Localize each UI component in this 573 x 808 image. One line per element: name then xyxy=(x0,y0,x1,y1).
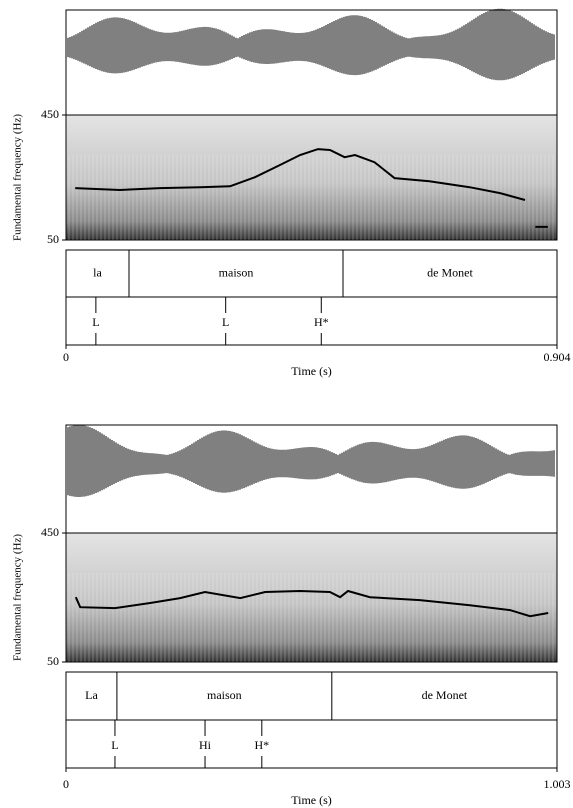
y-tick-label: 50 xyxy=(47,232,59,246)
spectrogram xyxy=(65,114,558,241)
x-tick-label: 0 xyxy=(63,777,69,791)
tone-label: H* xyxy=(314,315,329,329)
y-axis-label: Fundamental frequency (Hz) xyxy=(12,534,24,661)
f0-contour xyxy=(75,148,548,228)
word-label: La xyxy=(85,688,98,702)
tone-label: Hi xyxy=(199,738,212,752)
x-tick-label: 0 xyxy=(63,350,69,364)
y-tick-label: 50 xyxy=(47,654,59,668)
x-tick-label: 1.003 xyxy=(544,777,571,791)
waveform xyxy=(67,425,555,497)
tone-label: L xyxy=(111,738,118,752)
tone-label: L xyxy=(92,315,99,329)
x-tick-label: 0.904 xyxy=(544,350,571,364)
tone-label: L xyxy=(222,315,229,329)
word-tier xyxy=(65,249,558,298)
tone-label: H* xyxy=(254,738,269,752)
word-label: de Monet xyxy=(422,688,468,702)
word-label: maison xyxy=(207,688,242,702)
waveform xyxy=(67,8,555,81)
f0-contour xyxy=(74,589,549,618)
y-axis-label: Fundamental frequency (Hz) xyxy=(12,114,24,241)
y-tick-label: 450 xyxy=(41,107,59,121)
tone-tier xyxy=(65,719,558,769)
y-tick-label: 450 xyxy=(41,525,59,539)
spectrogram xyxy=(65,532,558,663)
x-axis-label: Time (s) xyxy=(291,793,332,807)
word-label: de Monet xyxy=(427,265,473,279)
word-label: la xyxy=(93,265,102,279)
word-tier xyxy=(65,671,558,721)
x-axis-label: Time (s) xyxy=(291,364,332,378)
word-label: maison xyxy=(219,265,254,279)
tone-tier xyxy=(65,296,558,346)
